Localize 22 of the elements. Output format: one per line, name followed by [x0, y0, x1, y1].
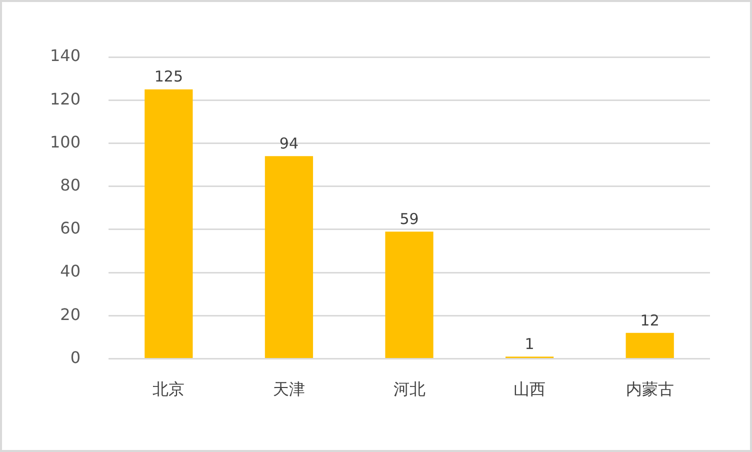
bar [385, 232, 434, 358]
x-tick-label: 北京 [152, 380, 185, 399]
y-tick-label: 100 [50, 132, 81, 152]
x-tick-label: 河北 [393, 380, 426, 399]
bar [144, 89, 193, 358]
bar [264, 156, 314, 358]
data-label: 94 [279, 134, 299, 153]
y-tick-label: 120 [50, 89, 81, 108]
x-tick-label: 山西 [514, 380, 546, 399]
y-tick-label: 60 [60, 218, 81, 238]
y-tick-label: 20 [60, 304, 81, 324]
y-tick-label: 140 [50, 46, 81, 66]
y-tick-label: 0 [70, 348, 81, 367]
y-tick-label: 80 [60, 176, 81, 194]
x-tick-label: 天津 [272, 380, 305, 399]
bar [626, 332, 674, 358]
y-tick-label: 40 [60, 262, 81, 281]
x-tick-label: 内蒙古 [626, 380, 674, 399]
data-label: 12 [640, 311, 660, 330]
data-label: 1 [524, 335, 534, 354]
data-label: 125 [154, 68, 184, 86]
data-label: 59 [400, 210, 419, 228]
